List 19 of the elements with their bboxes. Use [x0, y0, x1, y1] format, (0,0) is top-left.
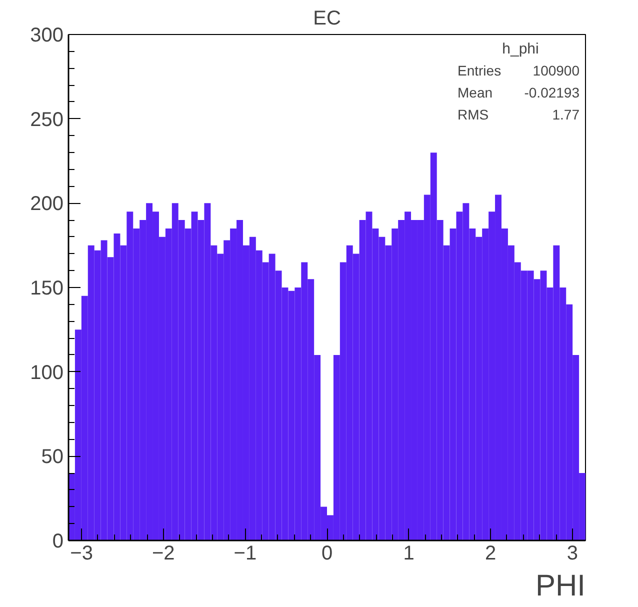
x-tick-label: −1 — [234, 542, 257, 564]
x-tick-label: 1 — [403, 542, 414, 564]
y-tick-label: 300 — [30, 24, 64, 46]
x-axis-title: PHI — [535, 570, 586, 602]
x-tick-label: 2 — [485, 542, 496, 564]
y-tick-label: 250 — [30, 108, 64, 131]
annotation: h_phi — [502, 40, 539, 58]
text: Entries 100900 — [458, 62, 580, 78]
text: Mean -0.02193 — [458, 84, 580, 100]
text: RMS 1.77 — [458, 106, 580, 122]
x-tick-label: −2 — [152, 542, 175, 564]
y-tick-label: 150 — [30, 278, 64, 300]
y-tick-label: 50 — [41, 446, 64, 468]
y-tick-label: 100 — [30, 362, 64, 384]
x-tick-label: 0 — [321, 542, 333, 564]
x-tick-label: 3 — [566, 542, 578, 564]
y-tick-label: 200 — [30, 193, 64, 216]
chart-title: EC — [313, 8, 341, 30]
x-tick-label: −3 — [70, 542, 93, 564]
